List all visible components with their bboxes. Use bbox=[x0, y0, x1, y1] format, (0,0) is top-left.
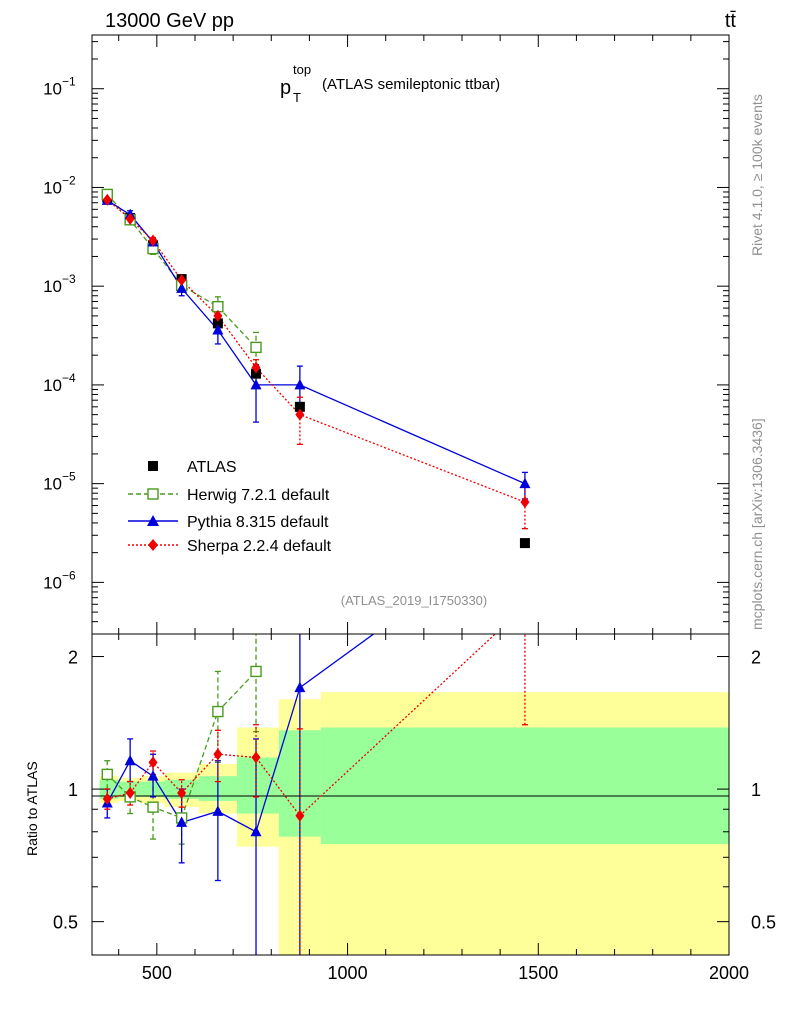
energy-label: 13000 GeV pp bbox=[105, 10, 234, 32]
main-ytick-label: 10 bbox=[43, 80, 62, 99]
ratio-ytick-label-right: 1 bbox=[751, 780, 761, 800]
ratio-point-pythia bbox=[176, 816, 188, 827]
ratio-ytick-label: 0.5 bbox=[53, 913, 78, 933]
ratio-band-inner bbox=[236, 757, 279, 814]
plot-title: p top T (ATLAS semileptonic ttbar) bbox=[280, 62, 500, 105]
main-point-pythia bbox=[294, 378, 306, 390]
ratio-point-sherpa bbox=[251, 751, 261, 764]
ratio-ytick-label: 1 bbox=[68, 780, 78, 800]
main-point-sherpa bbox=[520, 496, 530, 509]
ratio-point-pythia bbox=[124, 754, 136, 766]
analysis-watermark: (ATLAS_2019_I1750330) bbox=[341, 593, 487, 608]
ratio-xtick-label: 500 bbox=[142, 963, 172, 983]
legend-entry-sherpa: Sherpa 2.2.4 default bbox=[128, 538, 332, 555]
legend-entry-pythia: Pythia 8.315 default bbox=[128, 514, 329, 531]
main-ytick-label: 10 bbox=[43, 277, 62, 296]
legend-label-herwig: Herwig 7.2.1 default bbox=[187, 487, 330, 504]
ratio-band-inner bbox=[320, 727, 729, 845]
ratio-point-herwig bbox=[212, 705, 224, 718]
ratio-point-sherpa bbox=[148, 756, 158, 769]
ratio-series-points bbox=[101, 665, 306, 837]
ratio-point-sherpa bbox=[125, 786, 135, 799]
side-label-rivet: Rivet 4.1.0, ≥ 100k events bbox=[749, 94, 765, 256]
ratio-point-sherpa bbox=[177, 786, 187, 799]
main-point-atlas bbox=[294, 401, 305, 412]
main-point-herwig bbox=[250, 341, 262, 354]
legend-label-pythia: Pythia 8.315 default bbox=[187, 514, 329, 531]
main-point-sherpa bbox=[295, 408, 305, 421]
main-point-pythia bbox=[250, 378, 262, 390]
ratio-panel: 0.5 0.5 1 1 2 2 500 1000 1500 2000 bbox=[53, 633, 776, 983]
main-point-atlas bbox=[519, 538, 530, 549]
main-series-lines bbox=[104, 190, 528, 530]
ratio-ytick-label-right: 2 bbox=[751, 648, 761, 668]
legend-entry-atlas: ATLAS bbox=[148, 459, 237, 476]
main-ytick-label: 10 bbox=[43, 573, 62, 592]
ratio-point-herwig bbox=[147, 801, 159, 813]
main-axis-ticks: 10−110−210−310−410−510−6 bbox=[43, 35, 730, 635]
side-label-mcplots: mcplots.cern.ch [arXiv:1306.3436] bbox=[749, 418, 765, 630]
title-sub: T bbox=[293, 90, 301, 105]
main-ytick-exponent: −5 bbox=[62, 470, 76, 484]
ratio-axis-ticks: 0.5 0.5 1 1 2 2 500 1000 1500 2000 bbox=[53, 634, 776, 983]
title-main: p bbox=[280, 77, 291, 99]
ratio-frame bbox=[91, 633, 730, 956]
ratio-xtick-label: 1500 bbox=[518, 963, 558, 983]
main-series-points bbox=[101, 188, 531, 549]
main-ytick-exponent: −3 bbox=[62, 272, 76, 286]
main-ytick-label: 10 bbox=[43, 376, 62, 395]
main-point-pythia bbox=[212, 323, 224, 335]
legend-entry-herwig: Herwig 7.2.1 default bbox=[128, 487, 330, 504]
main-ytick-exponent: −2 bbox=[62, 173, 76, 187]
ratio-point-sherpa bbox=[295, 809, 305, 822]
main-ytick-exponent: −6 bbox=[62, 568, 76, 582]
ratio-point-pythia bbox=[294, 681, 306, 693]
main-ytick-exponent: −4 bbox=[62, 371, 76, 385]
main-point-sherpa bbox=[148, 234, 158, 247]
main-point-pythia bbox=[519, 477, 531, 489]
ratio-xtick-label: 1000 bbox=[328, 963, 368, 983]
main-point-pythia bbox=[176, 282, 188, 293]
legend: ATLAS Herwig 7.2.1 default Pythia 8.315 … bbox=[128, 459, 332, 555]
main-point-sherpa bbox=[102, 193, 112, 206]
legend-marker-sherpa bbox=[148, 539, 158, 551]
ratio-point-sherpa bbox=[213, 748, 223, 761]
legend-marker-herwig bbox=[147, 488, 159, 500]
legend-marker-pythia bbox=[147, 515, 159, 526]
legend-label-atlas: ATLAS bbox=[187, 459, 237, 476]
ratio-ylabel: Ratio to ATLAS bbox=[24, 761, 40, 856]
title-sup: top bbox=[293, 62, 311, 77]
ratio-point-herwig bbox=[250, 665, 262, 678]
main-ytick-label: 10 bbox=[43, 475, 62, 494]
ratio-ytick-label: 2 bbox=[68, 648, 78, 668]
main-point-sherpa bbox=[213, 309, 223, 322]
main-panel: 10−110−210−310−410−510−6 bbox=[43, 34, 730, 635]
title-rest: (ATLAS semileptonic ttbar) bbox=[322, 76, 500, 93]
main-point-atlas bbox=[251, 368, 262, 379]
main-point-sherpa bbox=[177, 274, 187, 287]
main-point-atlas bbox=[212, 318, 223, 329]
ratio-xtick-label: 2000 bbox=[709, 963, 749, 983]
ratio-point-pythia bbox=[212, 805, 224, 816]
ratio-point-sherpa bbox=[102, 792, 112, 805]
main-line-pythia bbox=[106, 199, 526, 485]
ratio-uncertainty-bands bbox=[99, 692, 729, 955]
ratio-ytick-label-right: 0.5 bbox=[751, 913, 776, 933]
legend-label-sherpa: Sherpa 2.2.4 default bbox=[187, 538, 332, 555]
main-ytick-exponent: −1 bbox=[62, 75, 76, 89]
ratio-point-pythia bbox=[250, 825, 262, 837]
ratio-point-herwig bbox=[101, 768, 113, 781]
main-point-sherpa bbox=[251, 361, 261, 374]
main-point-sherpa bbox=[125, 212, 135, 225]
process-label: tt̄ bbox=[725, 10, 737, 32]
main-ytick-label: 10 bbox=[43, 178, 62, 197]
legend-marker-atlas bbox=[148, 461, 158, 471]
ratio-point-pythia bbox=[147, 770, 159, 781]
